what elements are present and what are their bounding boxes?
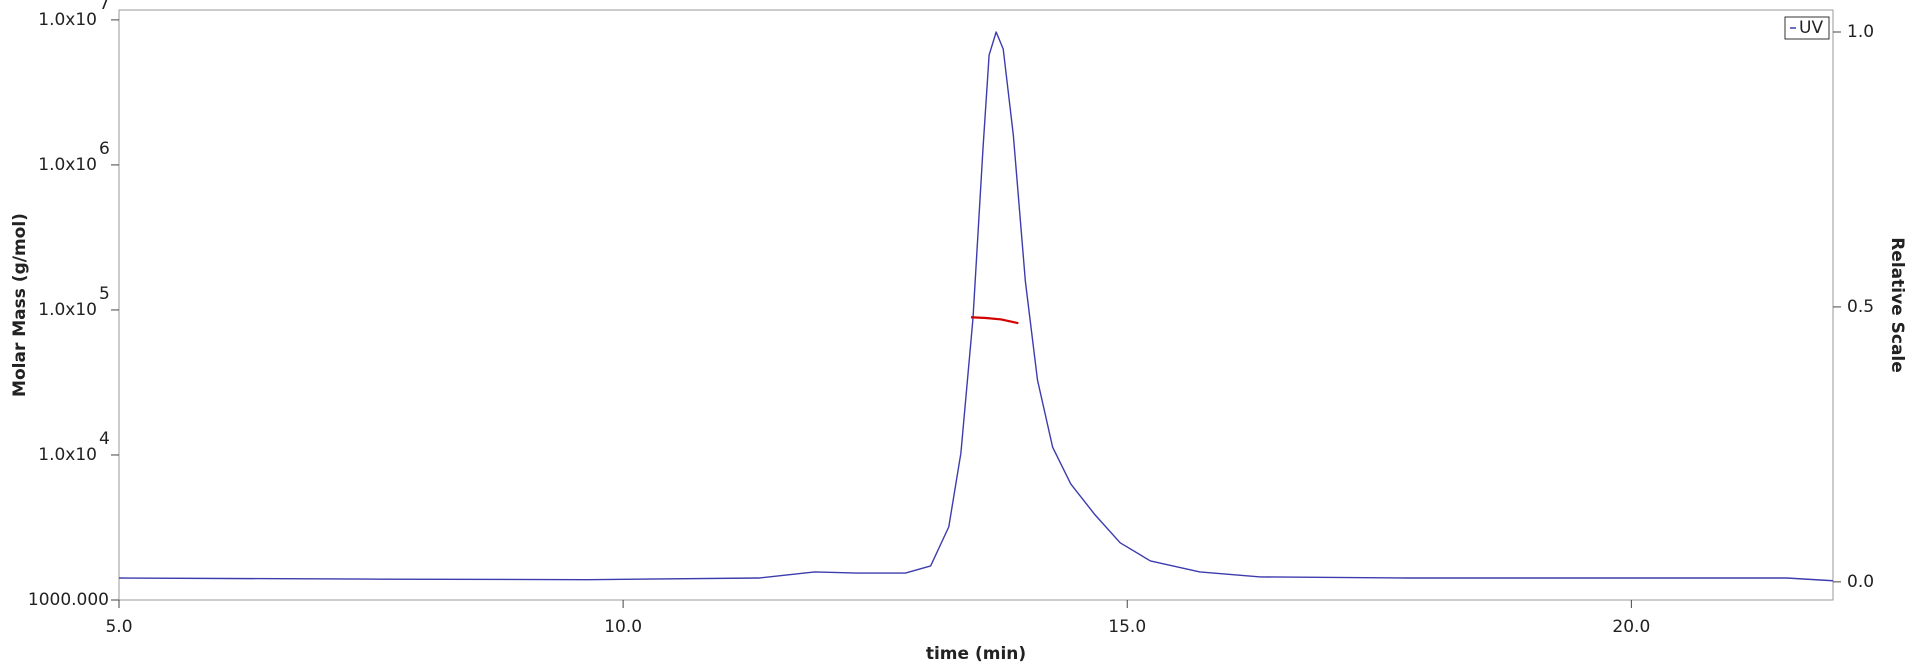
- x-axis-title: time (min): [926, 644, 1026, 664]
- y-axis-title: Molar Mass (g/mol): [10, 213, 30, 397]
- y-tick-label-text: 1.0x10: [38, 445, 97, 465]
- y-tick-label: 1.0x10: [38, 300, 97, 320]
- y2-axis-title: Relative Scale: [1887, 237, 1907, 373]
- y-tick-exponent: 4: [99, 429, 110, 449]
- y-tick-label: 1.0x10: [38, 445, 97, 465]
- y2-tick-label: 0.0: [1847, 572, 1874, 592]
- y-tick-label-text: 1.0x10: [38, 300, 97, 320]
- y-tick-label-text: 1000.000: [28, 590, 109, 610]
- series-line: [118, 31, 1834, 582]
- series-line: [970, 316, 1019, 325]
- y2-tick-label: 0.5: [1847, 297, 1874, 317]
- x-tick-label: 15.0: [1108, 617, 1146, 637]
- legend: UV: [1784, 16, 1830, 40]
- y-tick-exponent: 6: [99, 139, 110, 159]
- y-tick-label: 1.0x10: [38, 10, 97, 30]
- y-tick-exponent: 5: [99, 284, 110, 304]
- y-tick-label: 1.0x10: [38, 155, 97, 175]
- x-tick-label: 5.0: [105, 617, 132, 637]
- y-tick-label: 1000.000: [28, 590, 109, 610]
- y-tick-label-text: 1.0x10: [38, 10, 97, 30]
- legend-box: [1784, 16, 1830, 40]
- y2-tick-label: 1.0: [1847, 22, 1874, 42]
- y-tick-label-text: 1.0x10: [38, 155, 97, 175]
- x-tick-label: 20.0: [1612, 617, 1650, 637]
- plot-frame: [118, 9, 1834, 601]
- x-tick-label: 10.0: [604, 617, 642, 637]
- legend-label: UV: [1799, 18, 1823, 38]
- y-tick-exponent: 7: [99, 0, 110, 14]
